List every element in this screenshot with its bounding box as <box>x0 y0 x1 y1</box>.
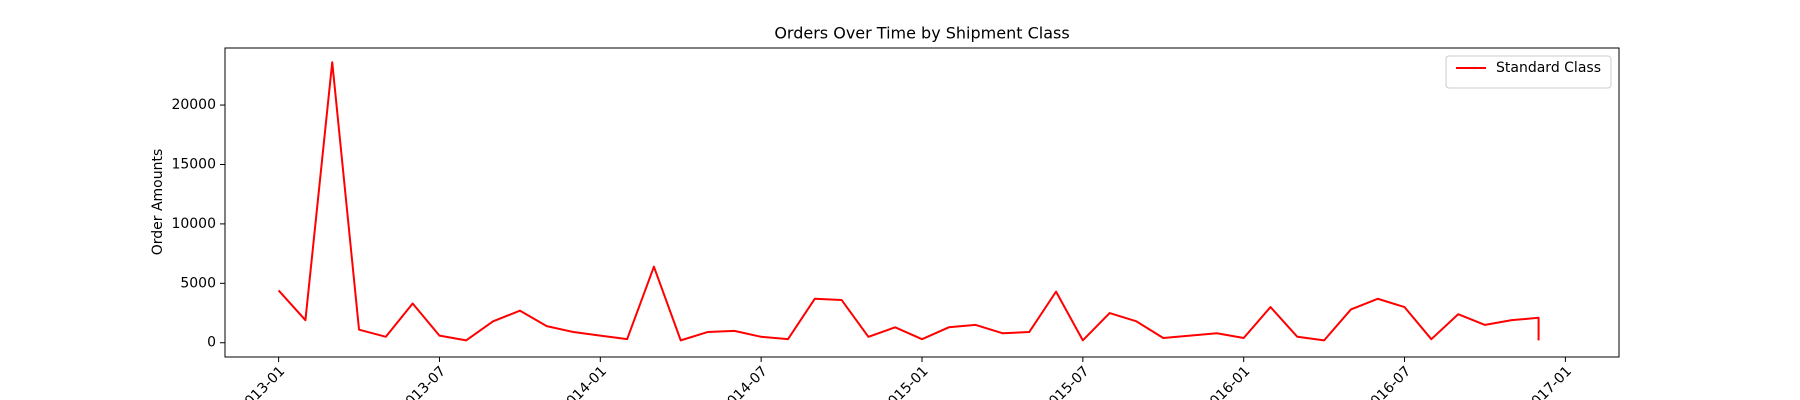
legend: Standard Class <box>1445 55 1612 89</box>
legend-label: Standard Class <box>1496 60 1601 76</box>
y-tick-label: 0 <box>207 335 216 351</box>
x-tick-label: 2017-01 <box>1522 363 1575 400</box>
y-tick-label: 15000 <box>171 156 216 172</box>
y-tick-label: 10000 <box>171 216 216 232</box>
line-series <box>277 61 1540 342</box>
x-tick-label: 2014-01 <box>557 363 610 400</box>
x-tick-label: 2015-01 <box>879 363 932 400</box>
x-tick-label: 2015-07 <box>1040 363 1093 400</box>
y-tick-label: 20000 <box>171 97 216 113</box>
plot-frame <box>224 47 1620 358</box>
x-tick-label: 2014-07 <box>718 363 771 400</box>
legend-box <box>1445 55 1612 89</box>
x-tick-label: 2016-07 <box>1362 363 1415 400</box>
y-tick-label: 5000 <box>180 275 216 291</box>
x-tick-label: 2016-01 <box>1201 363 1254 400</box>
chart-title: Orders Over Time by Shipment Class <box>774 24 1069 43</box>
x-tick-label: 2013-01 <box>236 363 289 400</box>
y-axis-label: Order Amounts <box>150 149 166 256</box>
x-tick-label: 2013-07 <box>396 363 449 400</box>
